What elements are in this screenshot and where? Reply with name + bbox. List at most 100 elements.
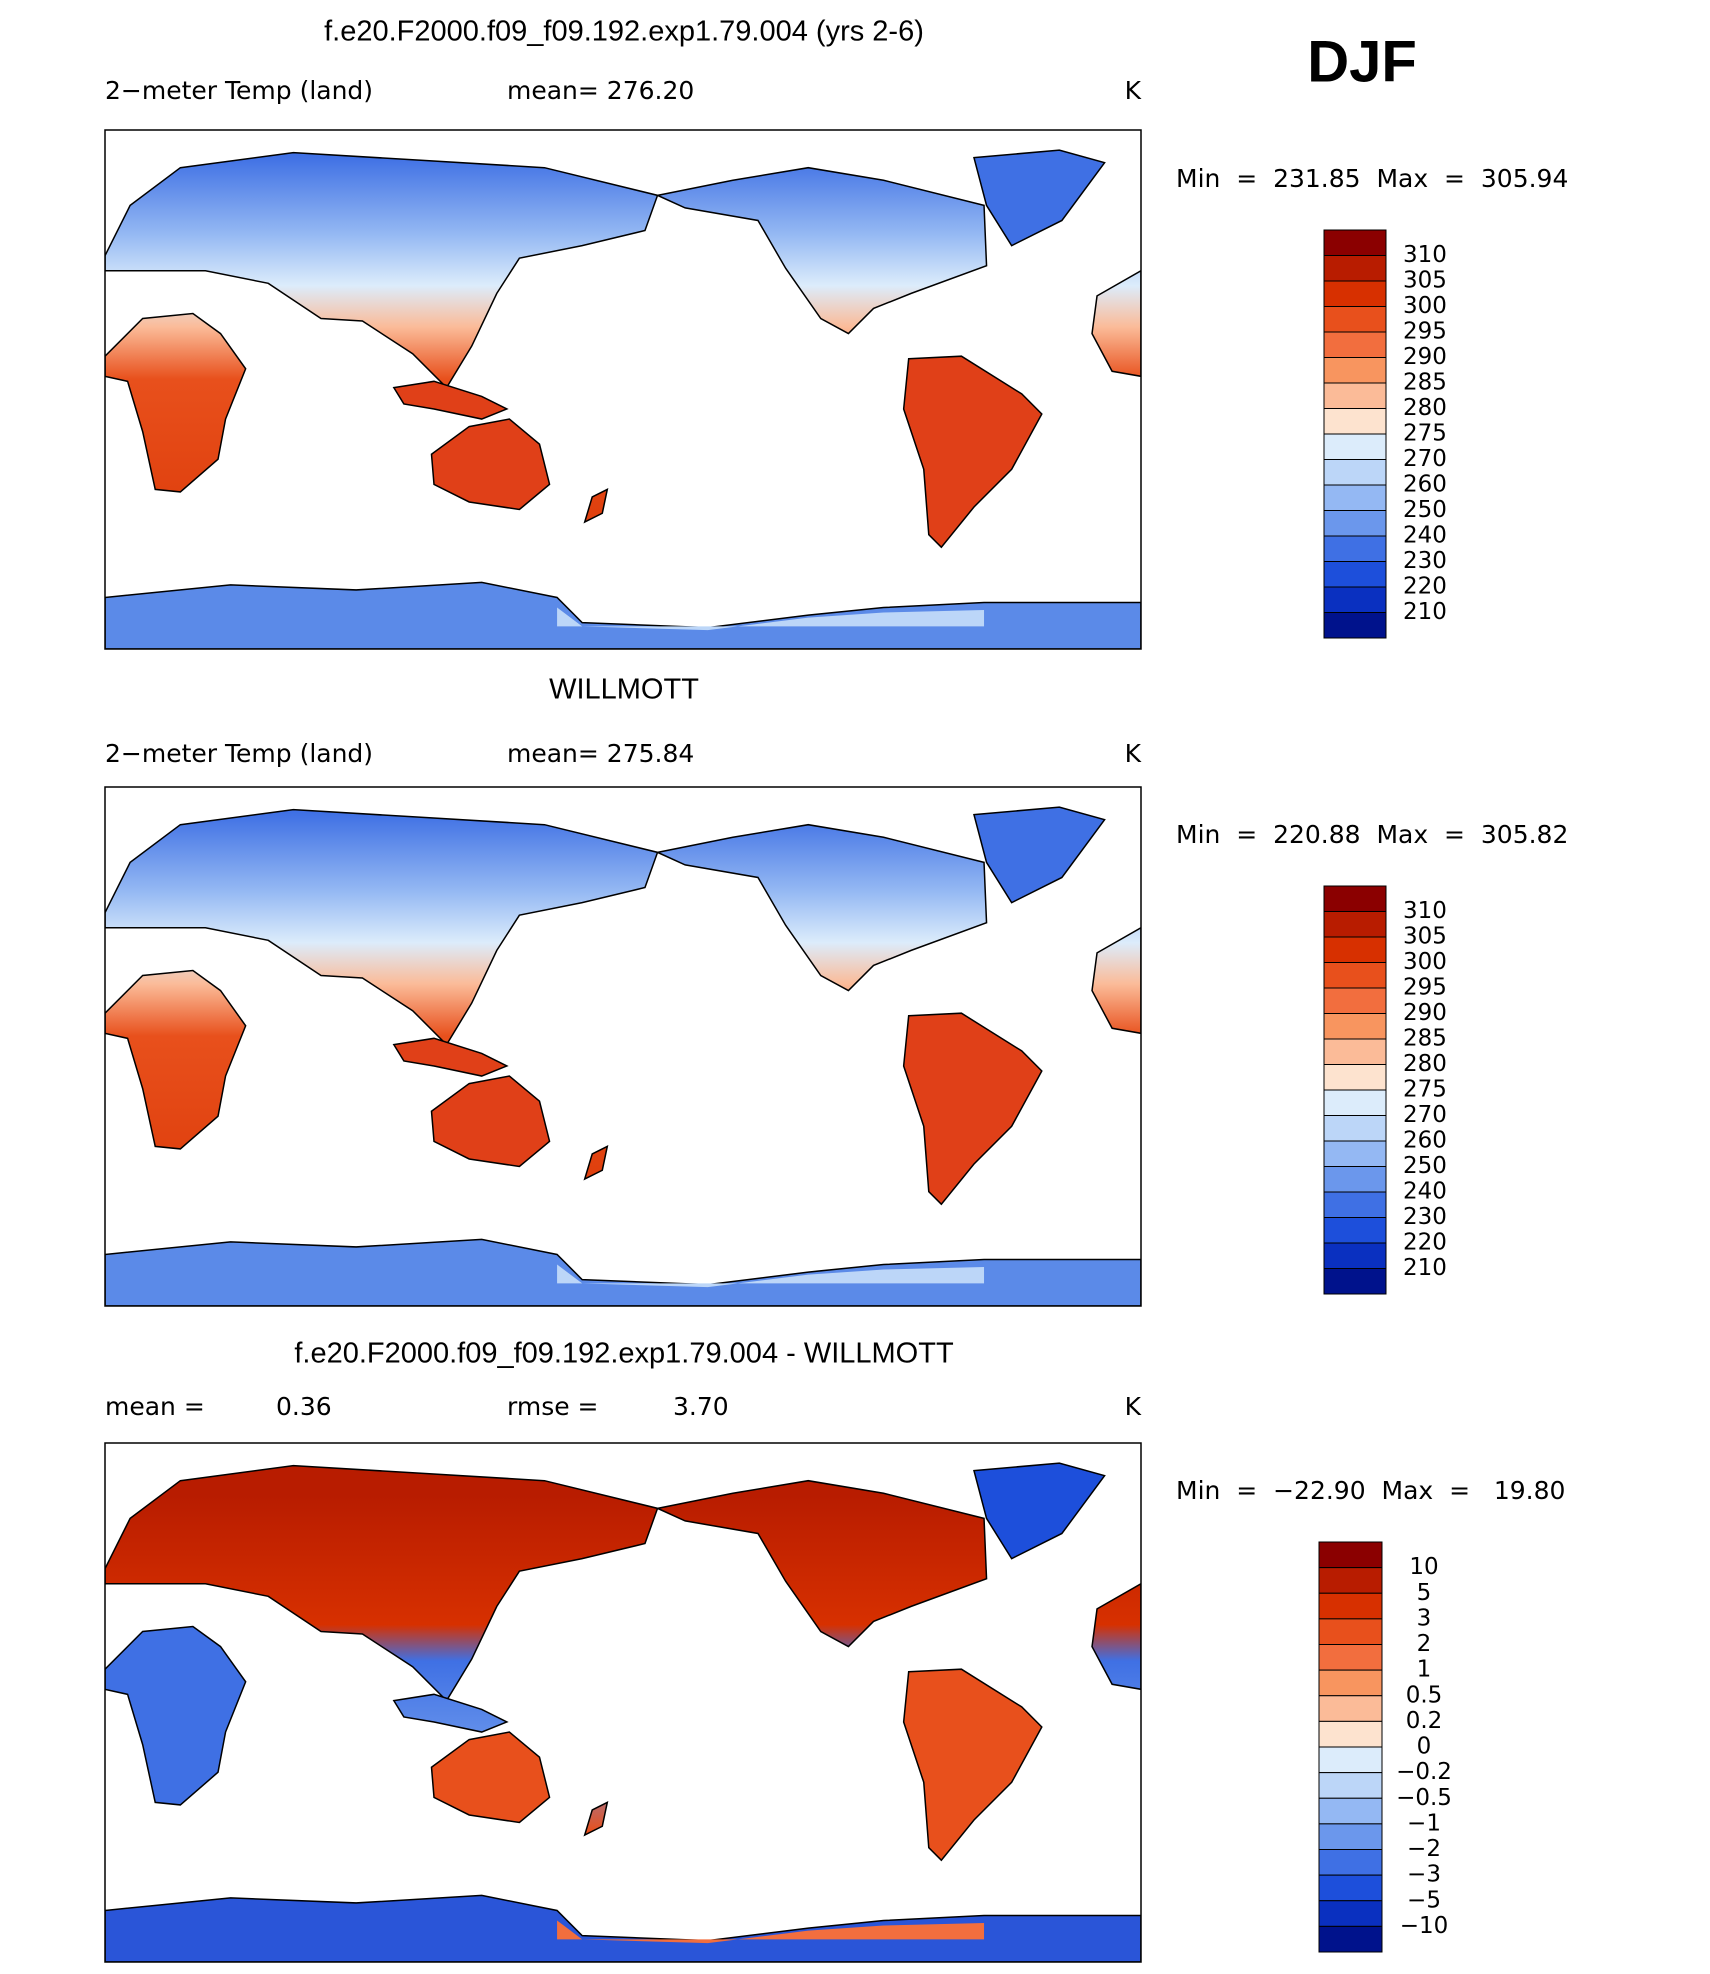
colorbar-label: 250	[1403, 1153, 1447, 1179]
land-samerica	[902, 355, 1043, 549]
colorbar-label: 0	[1417, 1734, 1432, 1760]
land-nz	[583, 1801, 609, 1837]
colorbar-box	[1323, 1064, 1387, 1091]
colorbar-box	[1318, 1541, 1383, 1569]
rmse-label: rmse =	[507, 1392, 599, 1421]
colorbar-box	[1318, 1900, 1383, 1927]
colorbar-box	[1323, 255, 1387, 282]
colorbar-label: 0.2	[1406, 1708, 1443, 1734]
colorbar-label: 0.5	[1406, 1682, 1443, 1708]
map	[105, 149, 1141, 649]
colorbar-box	[1323, 357, 1387, 384]
colorbar-label: 5	[1417, 1580, 1432, 1606]
antarctic-shelf	[557, 1920, 985, 1944]
colorbar-box	[1323, 1191, 1387, 1218]
colorbar-label: 305	[1403, 268, 1447, 294]
land-eurasia	[105, 1464, 659, 1702]
unit-label: K	[1125, 76, 1142, 105]
colorbar-label: −2	[1407, 1836, 1441, 1862]
colorbar-box	[1323, 936, 1387, 963]
colorbar-label: 210	[1403, 599, 1447, 625]
antarctic-shelf	[557, 1264, 985, 1288]
colorbar-label: 275	[1403, 421, 1447, 447]
colorbar-label: 240	[1403, 1179, 1447, 1205]
colorbar-box	[1318, 1823, 1383, 1850]
colorbar-label: 260	[1403, 1128, 1447, 1154]
colorbar-box	[1318, 1669, 1383, 1697]
mean-label: mean= 276.20	[507, 76, 694, 105]
land-antarctica	[105, 1238, 1141, 1306]
colorbar-box	[1318, 1644, 1383, 1671]
land-namerica	[655, 823, 988, 992]
colorbar-label: 280	[1403, 395, 1447, 421]
colorbar-label: −0.2	[1396, 1759, 1452, 1785]
colorbar-label: 3	[1417, 1605, 1432, 1631]
colorbar-label: 310	[1403, 242, 1447, 268]
colorbar-box	[1318, 1567, 1383, 1594]
land-islands	[392, 380, 509, 420]
colorbar-label: 300	[1403, 949, 1447, 975]
colorbar-label: 2	[1417, 1631, 1432, 1657]
colorbar-box	[1323, 1217, 1387, 1244]
panel-title: WILLMOTT	[549, 674, 699, 706]
colorbar-label: −1	[1407, 1810, 1441, 1836]
colorbar-box	[1318, 1746, 1383, 1774]
land-antarctica	[105, 1894, 1141, 1962]
colorbar-box	[1323, 1013, 1387, 1040]
colorbar-label: 230	[1403, 1204, 1447, 1230]
land-nz	[583, 488, 609, 524]
unit-label: K	[1125, 1392, 1142, 1421]
colorbar-box	[1323, 535, 1387, 562]
colorbar-label: −0.5	[1396, 1785, 1452, 1811]
mean-label: mean= 275.84	[507, 739, 694, 768]
colorbar-box	[1323, 987, 1387, 1014]
land-islands	[392, 1037, 509, 1077]
colorbar-label: 290	[1403, 1000, 1447, 1026]
colorbar-box	[1323, 1268, 1387, 1295]
colorbar-box	[1323, 1115, 1387, 1142]
colorbar-box	[1318, 1797, 1383, 1825]
colorbar-box	[1323, 229, 1387, 256]
colorbar-box	[1323, 484, 1387, 511]
colorbar-label: −10	[1400, 1913, 1449, 1939]
colorbar-label: 270	[1403, 446, 1447, 472]
colorbar-box	[1323, 561, 1387, 588]
season-label: DJF	[1307, 29, 1417, 94]
colorbar-label: −5	[1407, 1887, 1441, 1913]
colorbar-box	[1318, 1925, 1383, 1953]
map-frame	[104, 1442, 1142, 1963]
colorbar-label: 310	[1403, 898, 1447, 924]
range-label: Min = 220.88 Max = 305.82	[1176, 820, 1568, 849]
colorbar-label: 250	[1403, 497, 1447, 523]
mean-label: mean =	[105, 1392, 205, 1421]
colorbar-box	[1323, 911, 1387, 938]
land-samerica	[902, 1012, 1043, 1206]
land-islands	[392, 1693, 509, 1733]
map	[105, 1462, 1141, 1962]
colorbar-label: 275	[1403, 1077, 1447, 1103]
colorbar-box	[1318, 1720, 1383, 1748]
unit-label: K	[1125, 739, 1142, 768]
range-label: Min = 231.85 Max = 305.94	[1176, 164, 1568, 193]
panel-title: f.e20.F2000.f09_f09.192.exp1.79.004 (yrs…	[324, 16, 924, 48]
colorbar-label: 220	[1403, 1230, 1447, 1256]
colorbar-box	[1318, 1618, 1383, 1645]
map-frame	[104, 786, 1142, 1307]
land-africa	[105, 312, 247, 493]
colorbar-box	[1323, 280, 1387, 307]
variable-label: 2−meter Temp (land)	[105, 76, 373, 105]
land-namerica	[655, 166, 988, 335]
colorbar-box	[1323, 331, 1387, 358]
land-australia	[430, 1075, 551, 1168]
colorbar-label: 290	[1403, 344, 1447, 370]
colorbar-box	[1318, 1592, 1383, 1620]
colorbar-box	[1323, 382, 1387, 409]
colorbar-box	[1323, 1166, 1387, 1193]
colorbar-label: 230	[1403, 548, 1447, 574]
range-label: Min = −22.90 Max = 19.80	[1176, 1476, 1565, 1505]
antarctic-shelf	[557, 607, 985, 631]
colorbar-box	[1318, 1874, 1383, 1902]
mean-value: 0.36	[276, 1392, 332, 1421]
